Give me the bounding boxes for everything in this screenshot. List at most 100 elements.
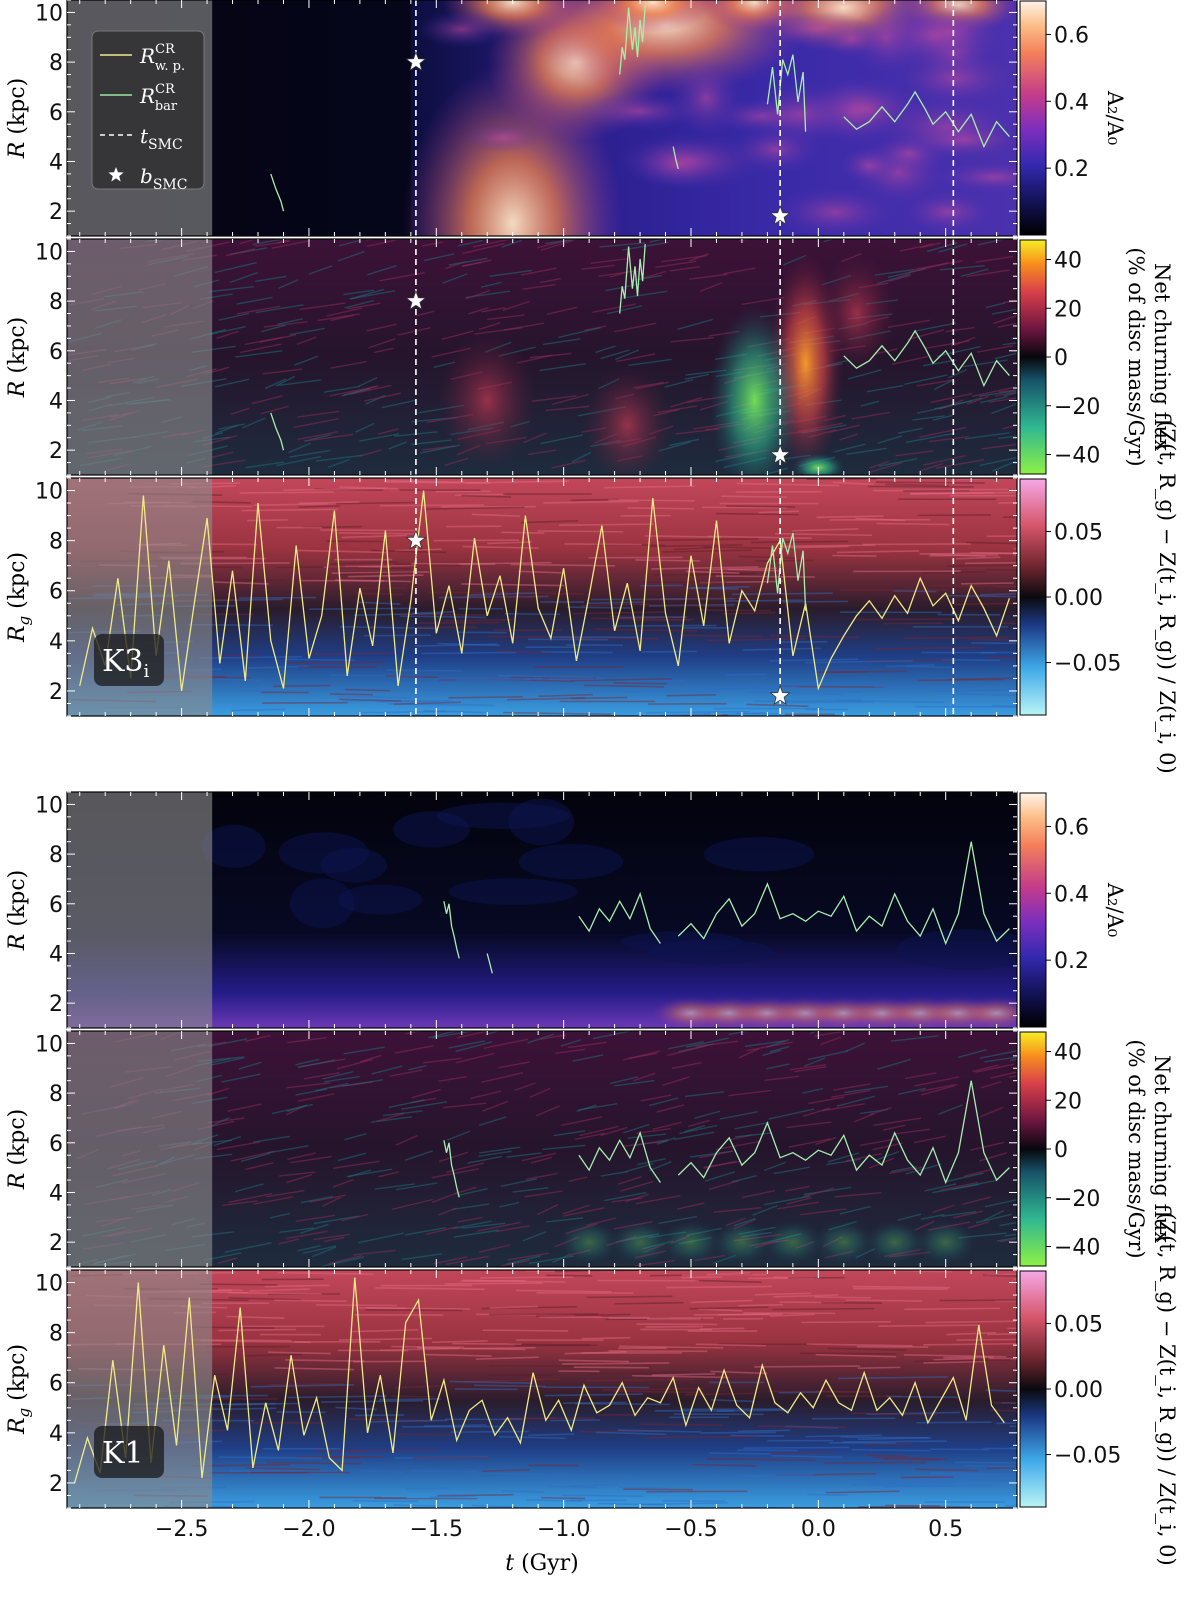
colorbar-label: Net churning flux (1150, 1055, 1174, 1243)
heatmap-streak (979, 389, 1017, 397)
heatmap-streak (352, 1328, 419, 1333)
heatmap-streak (512, 1187, 549, 1193)
heatmap-streak (208, 286, 254, 293)
heatmap-streak (649, 239, 667, 243)
heatmap-streak (731, 592, 833, 596)
heatmap-streak (722, 611, 776, 615)
heatmap-streak (299, 302, 346, 311)
heatmap-streak (917, 678, 1005, 682)
heatmap-streak (314, 1476, 370, 1480)
heatmap-streak (479, 1146, 521, 1154)
heatmap-streak (285, 1359, 365, 1363)
heatmap-streak (240, 1152, 271, 1162)
heatmap-streak (437, 642, 501, 647)
heatmap-streak (595, 1431, 667, 1436)
heatmap-streak (535, 1105, 560, 1117)
heatmap-streak (499, 1435, 566, 1440)
heatmap-streak (960, 268, 989, 277)
heatmap-streak (502, 711, 612, 716)
heatmap-streak (480, 1276, 574, 1279)
y-tick-label: 2 (49, 1231, 63, 1256)
heatmap-streak (997, 322, 1017, 328)
heatmap-streak (965, 541, 1017, 545)
heatmap-streak (320, 529, 420, 532)
heatmap-streak (346, 302, 381, 310)
heatmap-streak (388, 441, 407, 450)
heatmap-streak (904, 374, 948, 385)
heatmap-streak (340, 571, 415, 575)
heatmap-streak (780, 544, 876, 548)
heatmap-streak (275, 566, 359, 569)
heatmap-streak (448, 696, 523, 699)
heatmap-streak (972, 1064, 999, 1073)
heatmap-streak (266, 1189, 305, 1198)
heatmap-streak (345, 565, 391, 569)
heatmap-streak (673, 1131, 715, 1141)
heatmap-streak (267, 1144, 309, 1154)
wp-corotation-line (79, 490, 1011, 691)
heatmap-streak (941, 1210, 977, 1217)
heatmap-streak (463, 1346, 536, 1350)
heatmap-streak (245, 1161, 274, 1171)
heatmap-streak (585, 1378, 695, 1382)
heatmap-streak (269, 1212, 291, 1219)
heatmap-streak (1003, 392, 1017, 397)
heatmap-feature (417, 10, 507, 48)
heatmap-streak (423, 1424, 487, 1428)
heatmap-streak (803, 689, 862, 693)
heatmap-streak (746, 703, 809, 708)
shaded-region (67, 239, 213, 475)
heatmap-streak (389, 1069, 423, 1077)
model-label-box (94, 1426, 164, 1478)
heatmap-streak (832, 481, 874, 486)
heatmap-streak (385, 479, 466, 484)
heatmap-streak (930, 1472, 1002, 1476)
heatmap-streak (706, 1458, 816, 1462)
heatmap-streak (671, 1061, 702, 1070)
heatmap-streak (276, 455, 322, 467)
panel-frame (66, 1030, 1018, 1268)
heatmap-streak (391, 1345, 464, 1349)
heatmap-streak (295, 1214, 336, 1223)
heatmap-streak (355, 422, 375, 433)
heatmap-streak (297, 430, 339, 441)
y-tick-label: 8 (49, 51, 63, 76)
heatmap-streak (374, 1183, 415, 1190)
heatmap-streak (364, 392, 402, 402)
heatmap-streak (769, 1045, 790, 1053)
heatmap-streak (216, 678, 261, 681)
heatmap-streak (827, 1347, 907, 1352)
heatmap-streak (581, 603, 646, 607)
heatmap-streak (625, 1476, 733, 1480)
legend-entry: RCR bar (100, 82, 178, 114)
colorbar-label: Net churning flux (1150, 263, 1174, 451)
heatmap-streak (809, 1031, 818, 1035)
heatmap-streak (385, 675, 439, 679)
heatmap-streak (339, 626, 438, 630)
heatmap-streak (239, 239, 258, 245)
heatmap-streak (332, 1160, 380, 1169)
heatmap-streak (564, 543, 642, 546)
heatmap-streak (570, 678, 673, 682)
heatmap-streak (781, 685, 885, 688)
heatmap-streak (1002, 424, 1017, 430)
heatmap-streak (681, 1273, 767, 1276)
heatmap-streak (917, 1478, 1017, 1482)
heatmap-streak (573, 1366, 649, 1369)
heatmap-streak (998, 501, 1017, 504)
heatmap-streak (431, 1340, 488, 1344)
heatmap-streak (771, 1454, 843, 1459)
heatmap-streak (286, 661, 386, 664)
heatmap-streak (945, 326, 975, 333)
heatmap-streak (617, 1429, 702, 1433)
heatmap-streak (437, 1493, 514, 1497)
heatmap-streak (239, 596, 317, 599)
heatmap-streak (960, 693, 1017, 696)
heatmap-streak (450, 1430, 529, 1433)
heatmap-streak (619, 1345, 724, 1349)
heatmap-streak (236, 305, 281, 315)
colorbar-tick-label: −20 (1054, 395, 1100, 420)
heatmap-streak (378, 1171, 399, 1178)
heatmap-streak (821, 1103, 865, 1112)
heatmap-streak (916, 1421, 992, 1424)
